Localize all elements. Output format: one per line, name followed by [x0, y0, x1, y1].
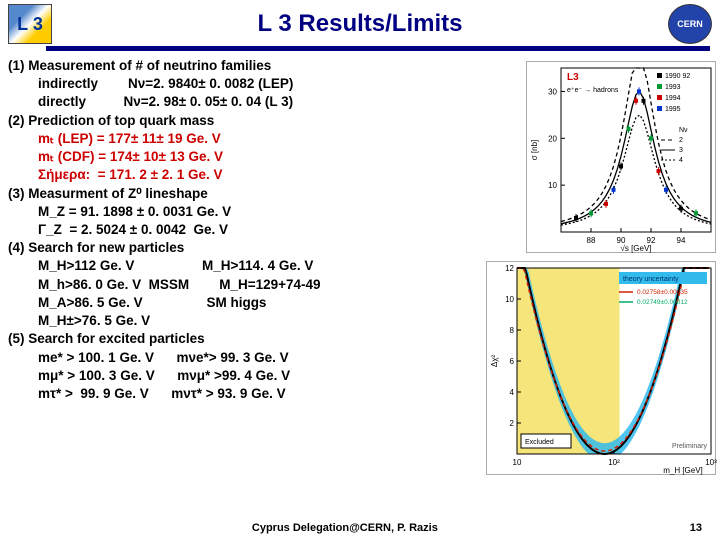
text-line: mₜ (LEP) = 177± 11± 19 Ge. V [8, 130, 498, 148]
svg-text:Δχ²: Δχ² [490, 355, 499, 368]
text-line: mτ* > 99. 9 Ge. V mντ* > 93. 9 Ge. V [8, 385, 498, 403]
text-line: indirectly Nν=2. 9840± 0. 0082 (LEP) [8, 75, 498, 93]
svg-text:2: 2 [679, 137, 683, 144]
text-line: M_A>86. 5 Ge. V SM higgs [8, 294, 498, 312]
text-line: M_H>112 Ge. V M_H>114. 4 Ge. V [8, 257, 498, 275]
footer-text: Cyprus Delegation@CERN, P. Razis [0, 522, 690, 534]
svg-text:20: 20 [548, 134, 557, 143]
text-line: M_Z = 91. 1898 ± 0. 0031 Ge. V [8, 203, 498, 221]
text-line: me* > 100. 1 Ge. V mνe*> 99. 3 Ge. V [8, 349, 498, 367]
svg-text:10: 10 [513, 458, 522, 467]
svg-text:12: 12 [505, 264, 514, 273]
svg-text:30: 30 [548, 87, 557, 96]
svg-text:3: 3 [679, 147, 683, 154]
svg-text:4: 4 [510, 388, 515, 397]
title-rule [46, 46, 710, 51]
svg-text:1994: 1994 [665, 95, 681, 102]
text-line: mμ* > 100. 3 Ge. V mνμ* >99. 4 Ge. V [8, 367, 498, 385]
svg-text:10³: 10³ [705, 458, 717, 467]
l3-logo: L 3 [8, 4, 52, 44]
page-number: 13 [690, 522, 702, 534]
svg-text:2: 2 [510, 419, 515, 428]
svg-text:σ [nb]: σ [nb] [530, 140, 539, 161]
svg-text:10: 10 [548, 181, 557, 190]
svg-text:1990 92: 1990 92 [665, 73, 690, 80]
text-line: (4) Search for new particles [8, 239, 498, 257]
svg-text:1995: 1995 [665, 106, 681, 113]
text-line: directly Nν=2. 98± 0. 05± 0. 04 (L 3) [8, 93, 498, 111]
svg-text:1993: 1993 [665, 84, 681, 91]
svg-text:10: 10 [505, 295, 514, 304]
text-line: Γ_Z = 2. 5024 ± 0. 0042 Ge. V [8, 221, 498, 239]
svg-text:e⁺e⁻ → hadrons: e⁺e⁻ → hadrons [567, 87, 619, 94]
svg-text:8: 8 [510, 326, 515, 335]
text-line: (3) Measurment of Z⁰ lineshape [8, 185, 498, 203]
svg-text:m_H [GeV]: m_H [GeV] [663, 466, 703, 475]
z-lineshape-chart: 88909294102030√s [GeV]σ [nb]L3e⁺e⁻ → had… [526, 61, 716, 253]
text-line: (1) Measurement of # of neutrino familie… [8, 57, 498, 75]
svg-text:94: 94 [677, 236, 686, 245]
higgs-chi2-chart: 10 10² 10³ 2 4 6 8 10 12 m_H [GeV] Δχ² theory uncer… [486, 261, 716, 475]
svg-text:0.02758±0.00035: 0.02758±0.00035 [637, 289, 688, 296]
svg-text:theory uncertainty: theory uncertainty [623, 276, 679, 283]
svg-text:10²: 10² [608, 458, 620, 467]
svg-text:√s [GeV]: √s [GeV] [620, 244, 651, 253]
text-line: M_H±>76. 5 Ge. V [8, 312, 498, 330]
svg-text:L3: L3 [567, 72, 579, 83]
text-line: Σήμερα: = 171. 2 ± 2. 1 Ge. V [8, 166, 498, 184]
results-text: (1) Measurement of # of neutrino familie… [8, 57, 498, 403]
text-line: (5) Search for excited particles [8, 330, 498, 348]
text-line: mₜ (CDF) = 174± 10± 13 Ge. V [8, 148, 498, 166]
cern-logo: CERN [668, 4, 712, 44]
svg-text:0.02749±0.00012: 0.02749±0.00012 [637, 299, 688, 306]
page-title: L 3 Results/Limits [52, 10, 668, 38]
svg-text:Nν: Nν [679, 127, 688, 134]
svg-text:Preliminary: Preliminary [672, 443, 708, 450]
text-line: M_h>86. 0 Ge. V MSSM M_H=129+74-49 [8, 276, 498, 294]
svg-text:4: 4 [679, 157, 683, 164]
text-line: (2) Prediction of top quark mass [8, 112, 498, 130]
svg-text:6: 6 [510, 357, 515, 366]
svg-text:88: 88 [587, 236, 596, 245]
svg-text:Excluded: Excluded [525, 439, 554, 446]
